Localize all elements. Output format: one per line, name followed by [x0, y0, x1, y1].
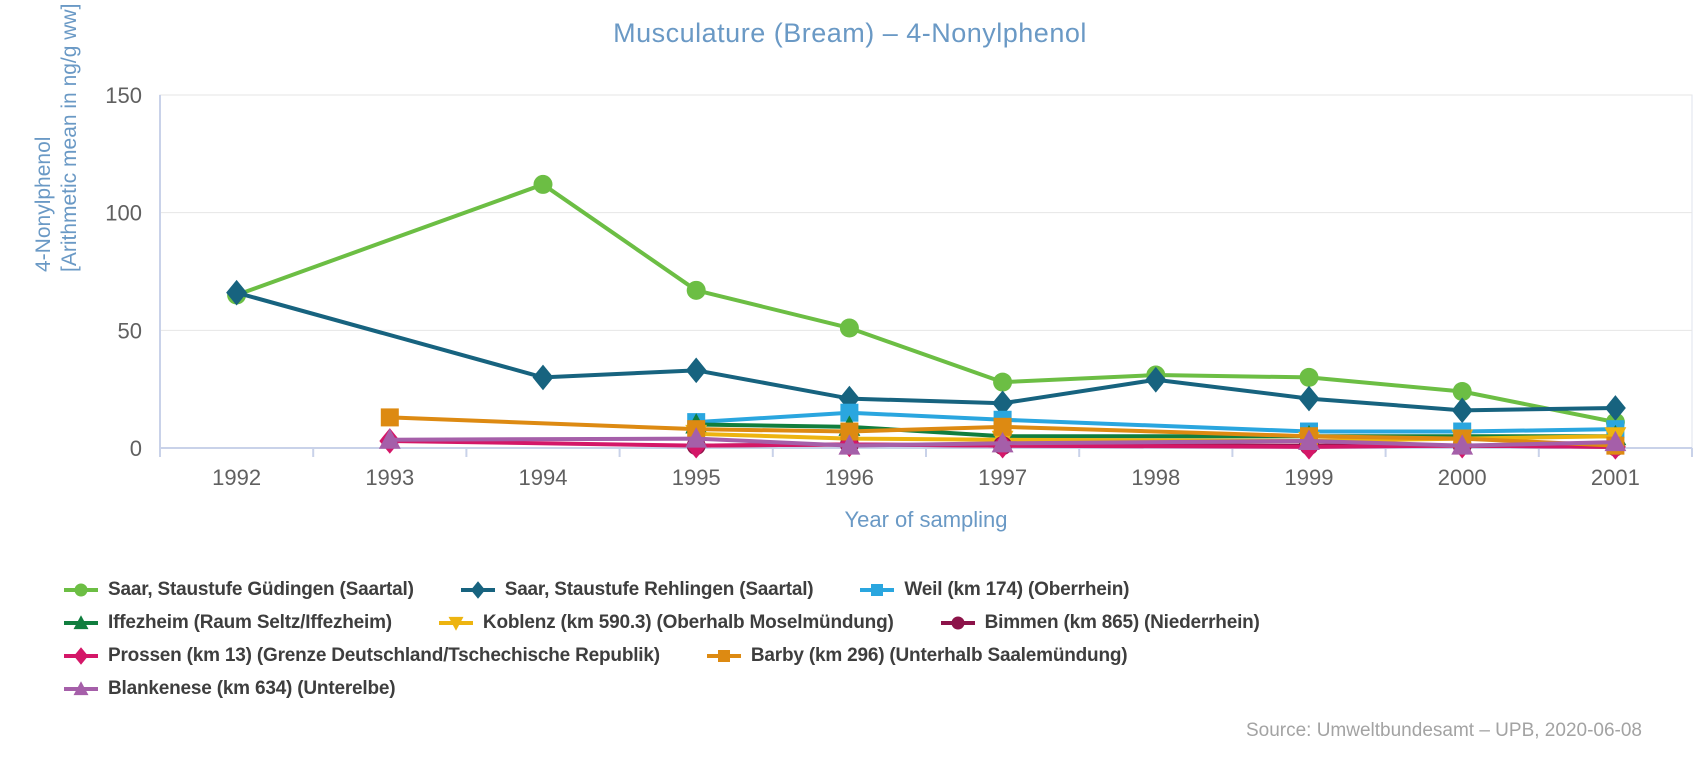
legend-item: Prossen (km 13) (Grenze Deutschland/Tsch… — [62, 644, 660, 668]
triangle-up-legend-marker-icon — [64, 615, 98, 630]
legend-item: Weil (km 174) (Oberrhein) — [858, 578, 1129, 602]
svg-text:1995: 1995 — [672, 465, 721, 490]
legend-item: Iffezheim (Raum Seltz/Iffezheim) — [62, 611, 392, 635]
svg-text:1996: 1996 — [825, 465, 874, 490]
svg-text:0: 0 — [130, 436, 142, 461]
legend-label: Saar, Staustufe Rehlingen (Saartal) — [504, 579, 814, 600]
legend-label: Koblenz (km 590.3) (Oberhalb Moselmündun… — [482, 612, 894, 633]
legend-label: Prossen (km 13) (Grenze Deutschland/Tsch… — [108, 645, 660, 666]
legend-item: Blankenese (km 634) (Unterelbe) — [62, 677, 396, 701]
svg-text:150: 150 — [105, 83, 142, 108]
triangle-up-legend-marker-icon — [64, 681, 98, 696]
legend-label: Weil (km 174) (Oberrhein) — [904, 579, 1130, 600]
svg-text:1994: 1994 — [519, 465, 568, 490]
square-legend-marker-icon — [860, 584, 895, 596]
circle-legend-marker-icon — [940, 616, 975, 630]
legend-label: Blankenese (km 634) (Unterelbe) — [108, 678, 396, 699]
legend-item: Barby (km 296) (Unterhalb Saalemündung) — [705, 644, 1128, 668]
svg-text:1999: 1999 — [1285, 465, 1334, 490]
legend: Saar, Staustufe Güdingen (Saartal) Saar, … — [62, 578, 1462, 701]
legend-item: Saar, Staustufe Güdingen (Saartal) — [62, 578, 414, 602]
svg-text:1998: 1998 — [1131, 465, 1180, 490]
legend-label: Saar, Staustufe Güdingen (Saartal) — [108, 579, 414, 600]
legend-label: Bimmen (km 865) (Niederrhein) — [984, 612, 1260, 633]
svg-text:1992: 1992 — [212, 465, 261, 490]
legend-label: Iffezheim (Raum Seltz/Iffezheim) — [108, 612, 392, 633]
legend-item: Koblenz (km 590.3) (Oberhalb Moselmündun… — [437, 611, 894, 635]
source-note: Source: Umweltbundesamt – UPB, 2020-06-0… — [1245, 720, 1642, 741]
legend-item: Saar, Staustufe Rehlingen (Saartal) — [459, 578, 814, 602]
svg-text:1997: 1997 — [978, 465, 1027, 490]
x-axis-title: Year of sampling — [844, 507, 1008, 532]
chart-title: Musculature (Bream) – 4-Nonylphenol — [613, 18, 1087, 48]
svg-text:2001: 2001 — [1591, 465, 1640, 490]
svg-text:50: 50 — [118, 318, 142, 343]
square-legend-marker-icon — [706, 650, 741, 662]
svg-text:1993: 1993 — [365, 465, 414, 490]
legend-label: Barby (km 296) (Unterhalb Saalemündung) — [750, 645, 1128, 666]
diamond-legend-marker-icon — [460, 581, 495, 599]
plot-area: 0 50 100 150 1992 1993 1994 1995 1996 1997 1998 199… — [105, 83, 1693, 490]
svg-text:100: 100 — [105, 201, 142, 226]
svg-text:2000: 2000 — [1438, 465, 1487, 490]
diamond-legend-marker-icon — [64, 647, 98, 665]
legend-item: Bimmen (km 865) (Niederrhein) — [939, 611, 1260, 635]
triangle-down-legend-marker-icon — [438, 616, 473, 631]
circle-legend-marker-icon — [64, 583, 98, 597]
